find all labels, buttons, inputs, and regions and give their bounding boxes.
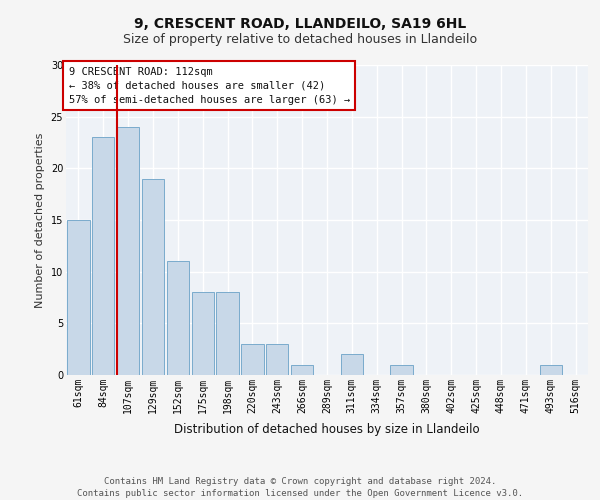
Text: 9, CRESCENT ROAD, LLANDEILO, SA19 6HL: 9, CRESCENT ROAD, LLANDEILO, SA19 6HL (134, 18, 466, 32)
Bar (266, 344, 289, 375)
Bar (92, 138, 115, 375)
Y-axis label: Number of detached properties: Number of detached properties (35, 132, 45, 308)
Text: 9 CRESCENT ROAD: 112sqm
← 38% of detached houses are smaller (42)
57% of semi-de: 9 CRESCENT ROAD: 112sqm ← 38% of detache… (68, 66, 350, 104)
Bar (341, 354, 363, 375)
Bar (117, 127, 139, 375)
Bar (167, 262, 189, 375)
Bar (291, 364, 313, 375)
Text: Size of property relative to detached houses in Llandeilo: Size of property relative to detached ho… (123, 32, 477, 46)
Bar (191, 292, 214, 375)
Bar (67, 220, 89, 375)
Text: Distribution of detached houses by size in Llandeilo: Distribution of detached houses by size … (174, 422, 480, 436)
Bar (539, 364, 562, 375)
Bar (142, 178, 164, 375)
Bar (241, 344, 263, 375)
Text: Contains HM Land Registry data © Crown copyright and database right 2024.
Contai: Contains HM Land Registry data © Crown c… (77, 476, 523, 498)
Bar (217, 292, 239, 375)
Bar (391, 364, 413, 375)
